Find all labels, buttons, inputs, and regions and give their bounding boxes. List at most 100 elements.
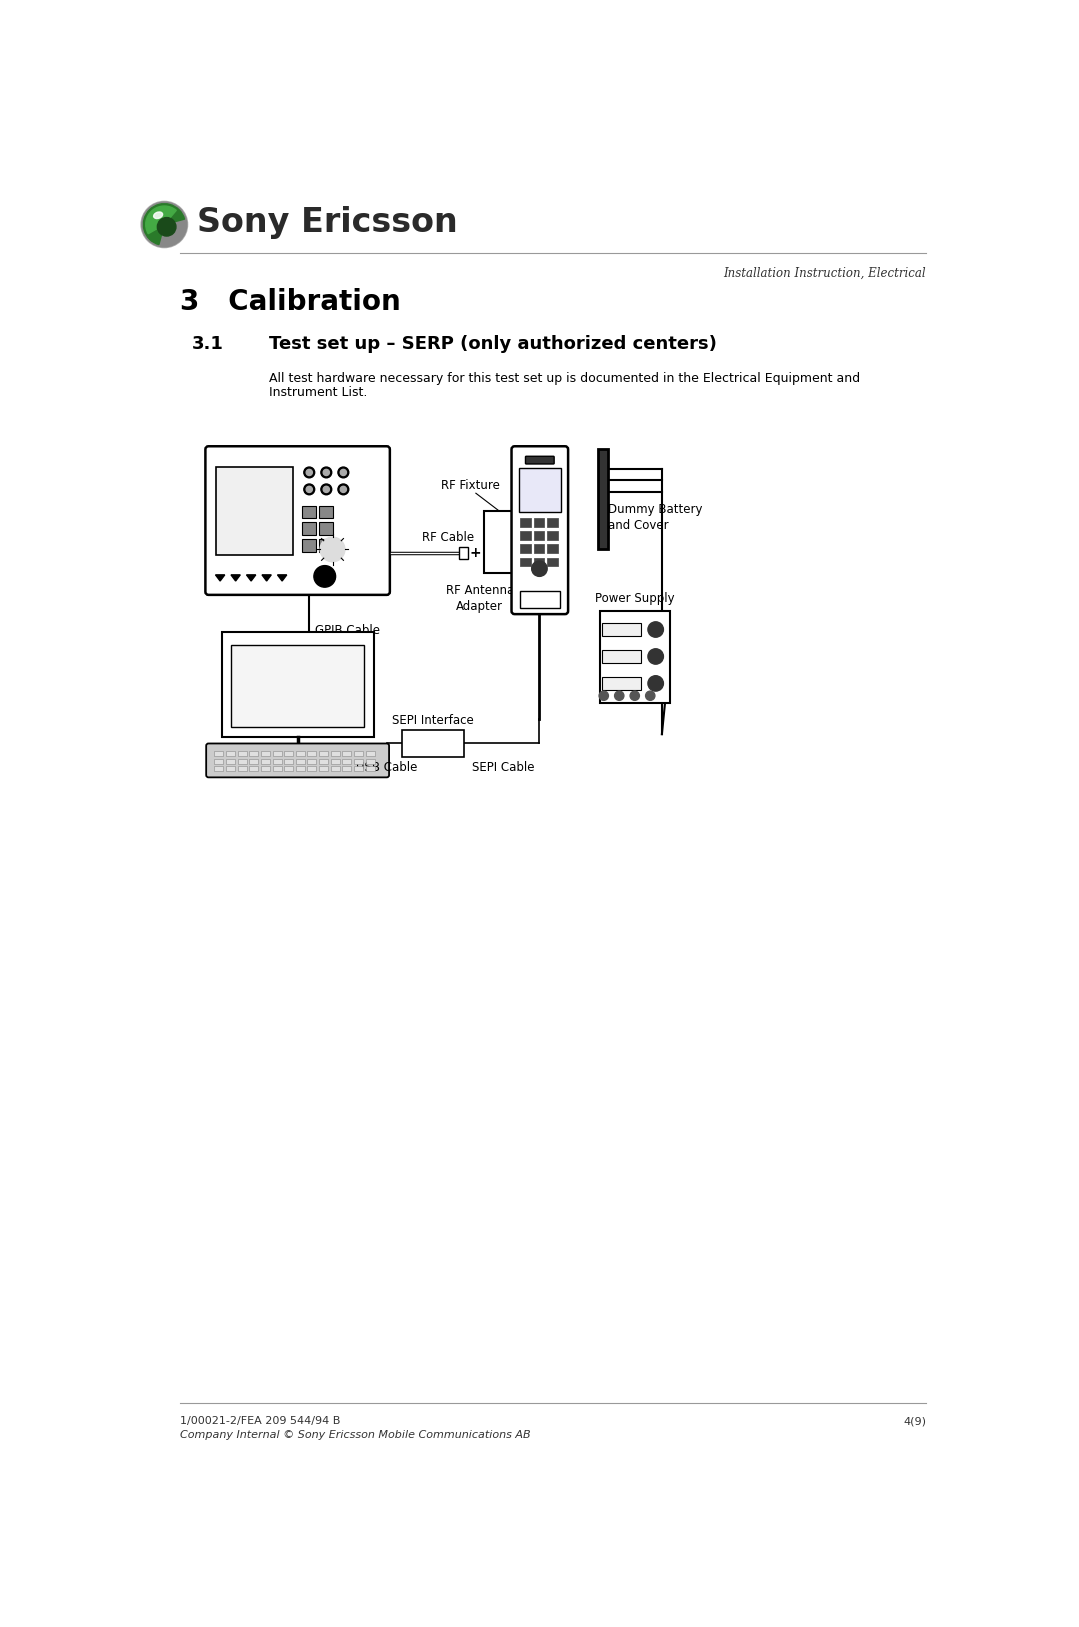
Text: Sony Ericsson: Sony Ericsson xyxy=(196,205,457,239)
Ellipse shape xyxy=(153,212,163,218)
Text: RF Antenna
Adapter: RF Antenna Adapter xyxy=(446,584,514,613)
Circle shape xyxy=(340,486,346,493)
Text: RF Fixture: RF Fixture xyxy=(441,478,500,491)
FancyBboxPatch shape xyxy=(366,752,374,757)
FancyBboxPatch shape xyxy=(237,758,247,763)
FancyBboxPatch shape xyxy=(284,758,293,763)
FancyBboxPatch shape xyxy=(296,758,305,763)
Text: USB Cable: USB Cable xyxy=(356,761,418,774)
FancyBboxPatch shape xyxy=(319,522,333,535)
FancyBboxPatch shape xyxy=(520,532,531,540)
Wedge shape xyxy=(144,203,185,244)
Text: Company Internal © Sony Ericsson Mobile Communications AB: Company Internal © Sony Ericsson Mobile … xyxy=(180,1430,531,1440)
Circle shape xyxy=(306,469,312,475)
Circle shape xyxy=(645,691,655,700)
FancyBboxPatch shape xyxy=(354,758,363,763)
FancyBboxPatch shape xyxy=(296,766,305,771)
Circle shape xyxy=(324,469,329,475)
FancyBboxPatch shape xyxy=(547,532,558,540)
FancyBboxPatch shape xyxy=(483,511,519,573)
FancyBboxPatch shape xyxy=(216,467,293,555)
Circle shape xyxy=(599,691,609,700)
FancyBboxPatch shape xyxy=(534,519,545,527)
FancyBboxPatch shape xyxy=(354,766,363,771)
Circle shape xyxy=(647,622,664,638)
FancyBboxPatch shape xyxy=(273,766,282,771)
Text: Instrument List.: Instrument List. xyxy=(269,386,367,399)
FancyBboxPatch shape xyxy=(331,752,340,757)
Text: Dummy Battery
and Cover: Dummy Battery and Cover xyxy=(607,503,702,532)
FancyBboxPatch shape xyxy=(308,752,316,757)
FancyBboxPatch shape xyxy=(331,758,340,763)
FancyBboxPatch shape xyxy=(302,540,316,552)
FancyBboxPatch shape xyxy=(221,631,373,737)
FancyBboxPatch shape xyxy=(547,545,558,553)
Circle shape xyxy=(314,566,336,587)
Circle shape xyxy=(304,483,315,495)
Circle shape xyxy=(304,467,315,478)
FancyBboxPatch shape xyxy=(602,677,641,690)
FancyBboxPatch shape xyxy=(284,766,293,771)
Circle shape xyxy=(615,691,624,700)
FancyBboxPatch shape xyxy=(319,758,328,763)
FancyBboxPatch shape xyxy=(520,591,560,608)
FancyBboxPatch shape xyxy=(296,752,305,757)
Text: 3   Calibration: 3 Calibration xyxy=(180,288,400,316)
FancyBboxPatch shape xyxy=(402,731,464,757)
FancyBboxPatch shape xyxy=(342,758,352,763)
FancyBboxPatch shape xyxy=(319,766,328,771)
FancyBboxPatch shape xyxy=(302,522,316,535)
FancyBboxPatch shape xyxy=(354,752,363,757)
FancyBboxPatch shape xyxy=(599,449,607,550)
Text: SEPI Interface: SEPI Interface xyxy=(393,714,474,727)
Text: 4(9): 4(9) xyxy=(903,1417,926,1427)
FancyBboxPatch shape xyxy=(206,744,390,778)
Text: SEPI Cable: SEPI Cable xyxy=(472,761,534,774)
Circle shape xyxy=(532,561,547,576)
FancyBboxPatch shape xyxy=(547,558,558,566)
Circle shape xyxy=(338,467,349,478)
FancyBboxPatch shape xyxy=(520,558,531,566)
FancyBboxPatch shape xyxy=(237,766,247,771)
FancyBboxPatch shape xyxy=(308,758,316,763)
FancyBboxPatch shape xyxy=(525,456,555,464)
Circle shape xyxy=(158,218,176,236)
Polygon shape xyxy=(277,574,287,581)
Circle shape xyxy=(340,469,346,475)
FancyBboxPatch shape xyxy=(215,766,223,771)
FancyBboxPatch shape xyxy=(261,752,270,757)
FancyBboxPatch shape xyxy=(534,558,545,566)
Polygon shape xyxy=(262,574,271,581)
FancyBboxPatch shape xyxy=(261,766,270,771)
Text: 1/00021-2/FEA 209 544/94 B: 1/00021-2/FEA 209 544/94 B xyxy=(180,1417,340,1427)
FancyBboxPatch shape xyxy=(519,469,561,513)
FancyBboxPatch shape xyxy=(227,752,235,757)
FancyBboxPatch shape xyxy=(342,752,352,757)
Text: RF Cable: RF Cable xyxy=(422,530,474,543)
Circle shape xyxy=(141,202,187,247)
Circle shape xyxy=(630,691,640,700)
Circle shape xyxy=(320,467,331,478)
FancyBboxPatch shape xyxy=(227,766,235,771)
FancyBboxPatch shape xyxy=(273,752,282,757)
FancyBboxPatch shape xyxy=(308,766,316,771)
Circle shape xyxy=(320,483,331,495)
Circle shape xyxy=(338,483,349,495)
Circle shape xyxy=(315,532,350,566)
Circle shape xyxy=(647,675,664,691)
FancyBboxPatch shape xyxy=(600,612,670,703)
Text: GPIB Cable: GPIB Cable xyxy=(315,623,381,636)
FancyBboxPatch shape xyxy=(227,758,235,763)
Text: Test set up – SERP (only authorized centers): Test set up – SERP (only authorized cent… xyxy=(269,335,716,353)
FancyBboxPatch shape xyxy=(249,766,258,771)
FancyBboxPatch shape xyxy=(602,623,641,636)
FancyBboxPatch shape xyxy=(319,540,333,552)
FancyBboxPatch shape xyxy=(520,519,531,527)
Circle shape xyxy=(320,537,345,561)
FancyBboxPatch shape xyxy=(511,446,569,613)
Text: All test hardware necessary for this test set up is documented in the Electrical: All test hardware necessary for this tes… xyxy=(269,373,860,386)
FancyBboxPatch shape xyxy=(534,545,545,553)
Circle shape xyxy=(647,649,664,664)
Polygon shape xyxy=(246,574,256,581)
Polygon shape xyxy=(216,574,224,581)
